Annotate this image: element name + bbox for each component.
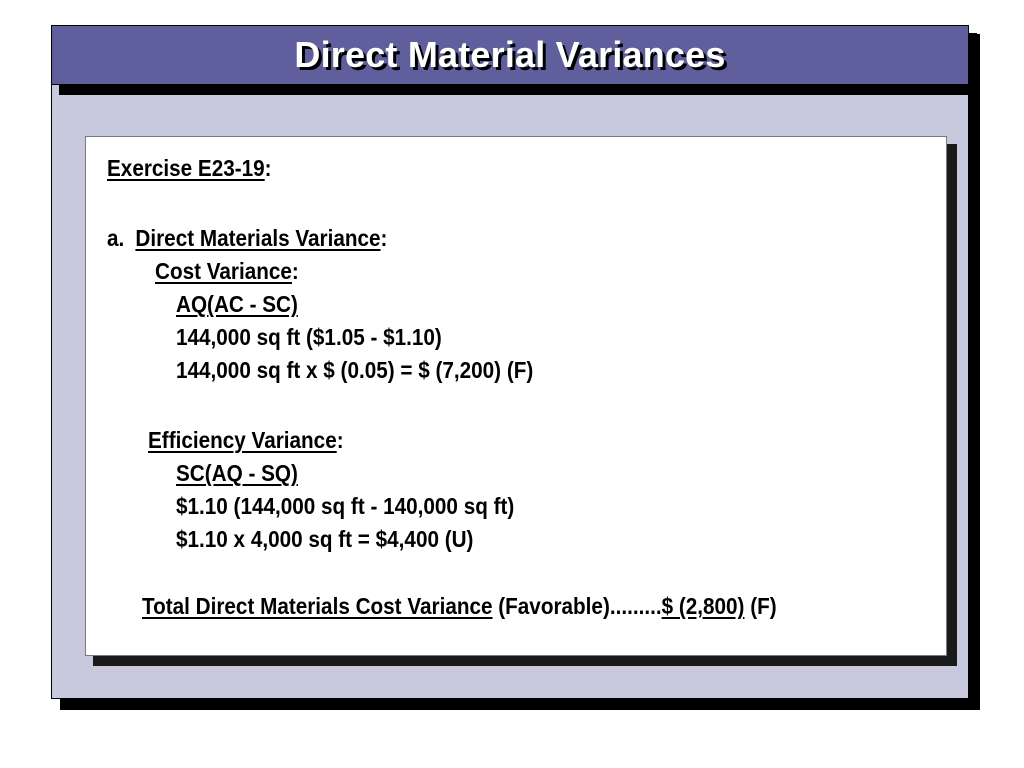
exercise-heading-line: Exercise E23-19:	[107, 155, 272, 182]
cost-variance-colon: :	[291, 258, 299, 284]
efficiency-variance-formula-line: SC(AQ - SQ)	[176, 460, 298, 487]
part-a-heading: Direct Materials Variance	[135, 225, 381, 251]
cost-variance-formula-line: AQ(AC - SC)	[176, 291, 298, 318]
total-variance-qualifier: (Favorable).........	[492, 593, 662, 619]
efficiency-variance-calc-2: $1.10 x 4,000 sq ft = $4,400 (U)	[176, 526, 474, 552]
cost-variance-heading-line: Cost Variance:	[155, 258, 299, 285]
total-variance-line: Total Direct Materials Cost Variance (Fa…	[142, 593, 777, 620]
title-bar: Direct Material Variances	[51, 25, 969, 85]
total-variance-suffix: (F)	[744, 593, 777, 619]
exercise-heading-colon: :	[264, 155, 272, 181]
efficiency-variance-calc-1: $1.10 (144,000 sq ft - 140,000 sq ft)	[176, 493, 515, 519]
slide-title: Direct Material Variances	[294, 34, 726, 75]
cost-variance-heading: Cost Variance	[155, 258, 292, 284]
content-card: Exercise E23-19: a. Direct Materials Var…	[85, 136, 947, 656]
cost-variance-calc-2: 144,000 sq ft x $ (0.05) = $ (7,200) (F)	[176, 357, 534, 383]
total-variance-label: Total Direct Materials Cost Variance	[142, 593, 493, 619]
part-a-heading-line: a. Direct Materials Variance:	[107, 225, 387, 252]
efficiency-variance-formula: SC(AQ - SQ)	[176, 460, 298, 486]
efficiency-variance-heading-line: Efficiency Variance:	[148, 427, 344, 454]
total-variance-amount: $ (2,800)	[661, 593, 745, 619]
part-a-marker: a.	[107, 225, 125, 251]
part-a-heading-colon: :	[380, 225, 388, 251]
efficiency-variance-heading: Efficiency Variance	[148, 427, 337, 453]
cost-variance-formula: AQ(AC - SC)	[176, 291, 298, 317]
cost-variance-calc-1: 144,000 sq ft ($1.05 - $1.10)	[176, 324, 442, 350]
efficiency-variance-colon: :	[336, 427, 344, 453]
exercise-heading: Exercise E23-19	[107, 155, 265, 181]
